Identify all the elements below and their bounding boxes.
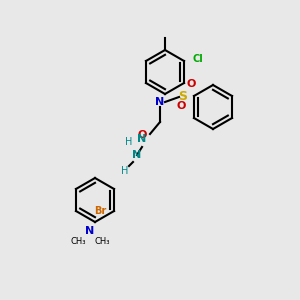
Text: N: N [132, 150, 142, 160]
Text: CH₃: CH₃ [94, 237, 110, 246]
Text: O: O [137, 130, 147, 140]
Text: H: H [124, 137, 132, 147]
Text: N: N [85, 226, 94, 236]
Text: S: S [178, 91, 188, 103]
Text: O: O [176, 101, 186, 111]
Text: O: O [186, 79, 196, 89]
Text: N: N [137, 134, 147, 144]
Text: Br: Br [94, 206, 106, 216]
Text: CH₃: CH₃ [70, 237, 86, 246]
Text: Cl: Cl [192, 54, 203, 64]
Text: N: N [155, 97, 165, 107]
Text: H: H [121, 166, 129, 176]
